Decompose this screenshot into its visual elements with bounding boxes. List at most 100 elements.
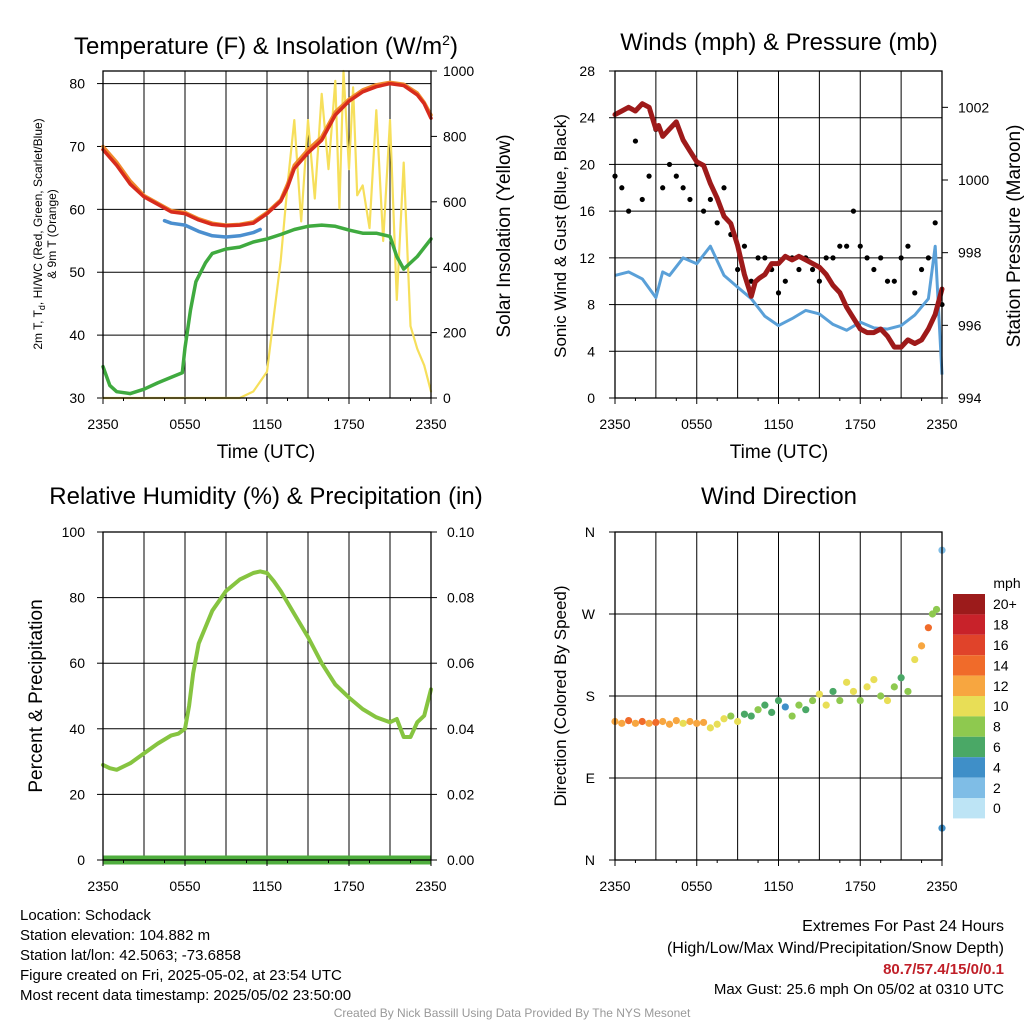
wind-direction-point: [754, 706, 762, 714]
wind-direction-point: [713, 720, 721, 728]
wind-gust-point: [823, 255, 829, 261]
temperature-xtick-label: 0550: [169, 416, 200, 432]
wind-direction-point: [638, 717, 646, 726]
wind-gust-point: [782, 278, 788, 284]
wind-direction-point: [911, 655, 919, 664]
extremes-title: Extremes For Past 24 Hours: [802, 918, 1004, 935]
wind-gust-point: [660, 185, 666, 191]
colorbar-label: 14: [993, 657, 1009, 673]
wind-direction-point: [815, 690, 823, 698]
wind-direction-point: [924, 624, 932, 632]
colorbar-label: 18: [993, 617, 1009, 633]
wind-direction-ytick-label: N: [585, 524, 595, 540]
wind-direction-point: [822, 701, 830, 709]
colorbar-label: 8: [993, 719, 1001, 735]
winds-ytick-label: 16: [579, 203, 595, 219]
humidity-ytick-right-label: 0.10: [447, 524, 474, 540]
wind-direction-point: [774, 696, 783, 705]
wind-gust-point: [680, 185, 686, 191]
wind-direction-point: [883, 696, 892, 705]
wind-gust-point: [632, 138, 639, 144]
winds-panel-title: Winds (mph) & Pressure (mb): [620, 29, 937, 56]
station-info: Location: Schodack Station elevation: 10…: [20, 906, 351, 1006]
colorbar-swatch: [953, 634, 985, 656]
wind-gust-point: [700, 208, 707, 214]
humidity-ytick-right-label: 0.00: [447, 852, 474, 868]
wind-gust-point: [796, 266, 802, 273]
humidity-xtick-label: 0550: [169, 878, 200, 894]
temperature-ylabel-left-2: & 9m T (Orange): [45, 189, 59, 279]
station-elevation: Station elevation: 104.882 m: [20, 927, 211, 944]
wind-direction-point: [795, 701, 803, 709]
wind-gust-point: [809, 266, 816, 273]
wind-direction-point: [693, 719, 701, 727]
figure-created: Figure created on Fri, 2025-05-02, at 23…: [20, 967, 342, 984]
wind-direction-ytick-label: W: [582, 606, 596, 622]
humidity-ytick-label: 20: [69, 786, 85, 802]
temperature-series-line: [101, 69, 433, 400]
winds-xtick-label: 2350: [599, 416, 630, 432]
wind-direction-point: [904, 687, 912, 696]
wind-gust-point: [646, 173, 652, 179]
wind-direction-point: [625, 717, 633, 725]
colorbar-swatch: [953, 798, 985, 819]
wind-direction-point: [618, 719, 626, 727]
temperature-xtick-label: 2350: [415, 416, 446, 432]
wind-gust-point: [837, 243, 843, 249]
wind-direction-point: [686, 717, 694, 726]
wind-gust-point: [721, 185, 727, 191]
wind-direction-point: [652, 718, 660, 727]
wind-gust-point: [932, 220, 938, 226]
wind-gust-point: [871, 266, 877, 273]
winds-xtick-label: 1150: [763, 416, 793, 432]
wind-gust-point: [639, 196, 645, 203]
wind-gust-point: [898, 255, 904, 261]
wind-direction-point: [734, 717, 742, 726]
colorbar-swatch: [953, 716, 985, 737]
humidity-xtick-label: 1150: [252, 878, 282, 894]
colorbar-label: 12: [993, 678, 1009, 694]
wind-gust-point: [912, 290, 918, 296]
winds-ytick-label: 4: [587, 343, 595, 359]
wind-direction-point: [665, 720, 674, 728]
wind-direction-point: [870, 676, 878, 684]
wind-direction-point: [740, 710, 749, 718]
extremes-box: Extremes For Past 24 Hours (High/Low/Max…: [544, 916, 1004, 1000]
humidity-ytick-right-label: 0.08: [447, 590, 474, 606]
winds-plot: 0 4 8 12 16 20 24 28 994 996 998 1000 1002 2350 0550 11…: [579, 63, 989, 432]
wind-direction-point: [672, 717, 680, 725]
winds-ylabel-right: Station Pressure (Maroon): [1004, 125, 1024, 348]
wind-direction-ylabel-left: Direction (Colored By Speed): [551, 585, 570, 806]
wind-direction-point: [897, 674, 905, 682]
humidity-panel: Relative Humidity (%) & Precipitation (i…: [26, 483, 483, 793]
wind-direction-point: [843, 678, 851, 686]
wind-gust-point: [850, 208, 857, 214]
temperature-series-line: [162, 218, 262, 239]
credit-line: Created By Nick Bassill Using Data Provi…: [333, 1006, 691, 1020]
winds-ytick-label: 28: [579, 63, 595, 79]
winds-ytick-label: 0: [587, 390, 595, 406]
wind-direction-xtick-label: 0550: [681, 878, 712, 894]
temperature-xtick-label: 1750: [333, 416, 364, 432]
winds-ytick-right-label: 1000: [958, 172, 989, 188]
winds-ylabel-left: Sonic Wind & Gust (Blue, Black): [551, 114, 570, 358]
wind-direction-point: [890, 683, 898, 691]
humidity-xtick-label: 1750: [333, 878, 364, 894]
colorbar-label: 16: [993, 637, 1009, 653]
colorbar-title: mph: [993, 575, 1020, 591]
wind-direction-xtick-label: 2350: [599, 878, 630, 894]
humidity-xtick-label: 2350: [415, 878, 446, 894]
winds-ytick-right-label: 998: [958, 245, 982, 261]
station-latlon: Station lat/lon: 42.5063; -73.6858: [20, 947, 242, 964]
colorbar-swatch: [953, 777, 985, 798]
wind-gust-point: [687, 196, 693, 203]
humidity-frame: [102, 531, 432, 861]
wind-gust-point: [884, 278, 891, 284]
humidity-plot: 0 20 40 60 80 100 0.00 0.02 0.04 0.06 0.08 0.10 2350…: [62, 524, 475, 894]
temperature-series-line: [101, 81, 433, 228]
wind-direction-point: [863, 683, 871, 691]
temperature-ytick-right-label: 0: [443, 390, 451, 406]
wind-direction-ytick-label: E: [586, 770, 595, 786]
station-location: Location: Schodack: [20, 907, 151, 924]
wind-gust-point: [905, 243, 911, 249]
